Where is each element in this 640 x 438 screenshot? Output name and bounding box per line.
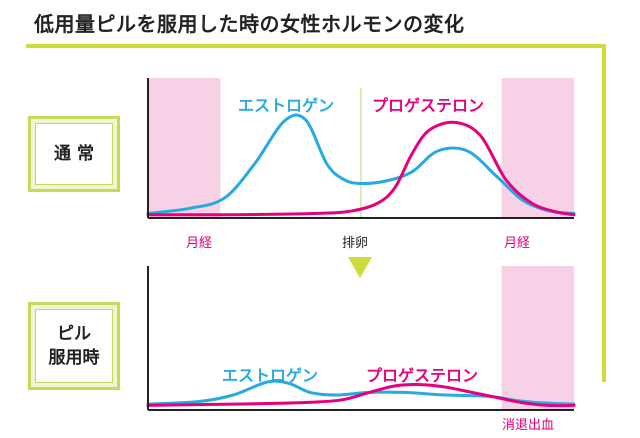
pill-menstruation-band-0 xyxy=(501,266,574,410)
normal-menstruation-start-label: 月経 xyxy=(186,236,213,251)
normal-estrogen-curve xyxy=(146,113,576,215)
pill-condition-box-inner xyxy=(35,309,113,383)
page-title: 低用量ピルを服用した時の女性ホルモンの変化 xyxy=(34,12,465,36)
normal-menstruation-band-1 xyxy=(501,78,574,218)
frame-right-bar xyxy=(602,44,606,382)
normal-menstruation-band-0 xyxy=(148,78,221,218)
normal-menstruation-end-label: 月経 xyxy=(504,236,531,251)
normal-estrogen-label: エストロゲン xyxy=(238,96,335,115)
pill-condition-label: ピル 服用時 xyxy=(49,322,100,370)
normal-ovulation-label: 排卵 xyxy=(342,236,369,251)
pill-estrogen-label: エストロゲン xyxy=(222,366,319,385)
pill-condition-label-line2: 服用時 xyxy=(48,348,100,368)
normal-condition-label: 通 常 xyxy=(54,144,94,164)
pill-progesterone-label: プロゲステロン xyxy=(366,366,479,385)
pill-condition-label-line1: ピル xyxy=(57,324,91,344)
normal-progesterone-curve xyxy=(146,120,576,217)
pill-progesterone-curve xyxy=(146,383,576,408)
pill-condition-box: ピル 服用時 xyxy=(28,302,120,390)
pill-withdrawal-bleeding-label: 消退出血 xyxy=(502,418,555,433)
normal-condition-box: 通 常 xyxy=(28,116,120,192)
frame-top-bar xyxy=(26,44,606,48)
normal-condition-box-inner xyxy=(35,123,113,185)
normal-progesterone-label: プロゲステロン xyxy=(372,96,485,115)
down-triangle-arrow-icon xyxy=(348,257,372,278)
